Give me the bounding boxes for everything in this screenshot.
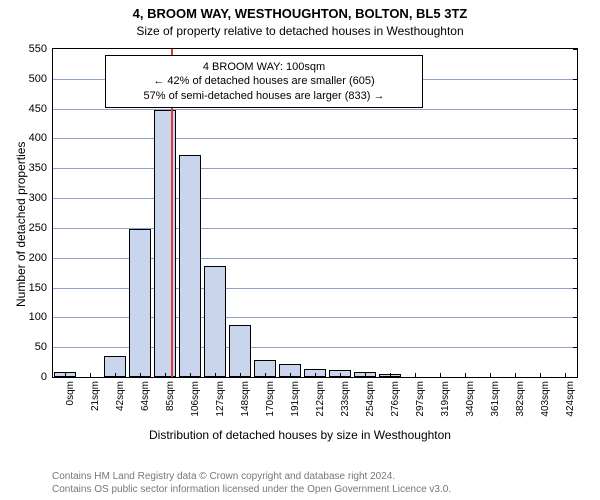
y-tick-label: 150 [29,282,53,294]
x-tick-mark [540,373,541,378]
x-tick-mark [390,373,391,378]
bar [229,325,251,377]
x-tick-mark [340,373,341,378]
x-tick-mark [65,373,66,378]
footer-line2: Contains OS public sector information li… [52,484,600,497]
x-tick-label: 403sqm [540,377,551,417]
x-tick-label: 297sqm [415,377,426,417]
annotation-line2: ← 42% of detached houses are smaller (60… [114,74,414,88]
x-tick-mark [515,373,516,378]
x-tick-mark [115,373,116,378]
y-tick-mark [573,317,578,318]
y-axis-label: Number of detached properties [14,142,28,307]
x-tick-label: 42sqm [115,377,126,411]
plot-area: 4 BROOM WAY: 100sqm ← 42% of detached ho… [52,48,578,378]
x-tick-label: 85sqm [165,377,176,411]
y-tick-label: 100 [29,311,53,323]
chart-title: 4, BROOM WAY, WESTHOUGHTON, BOLTON, BL5 … [0,6,600,21]
x-tick-label: 106sqm [190,377,201,417]
x-tick-mark [240,373,241,378]
x-tick-label: 148sqm [240,377,251,417]
x-tick-label: 276sqm [390,377,401,417]
annotation-box: 4 BROOM WAY: 100sqm ← 42% of detached ho… [105,55,423,108]
bar [129,229,151,377]
x-tick-mark [140,373,141,378]
x-tick-label: 319sqm [440,377,451,417]
chart-root: 4, BROOM WAY, WESTHOUGHTON, BOLTON, BL5 … [0,0,600,500]
x-tick-mark [290,373,291,378]
x-tick-label: 233sqm [340,377,351,417]
x-tick-mark [215,373,216,378]
y-tick-mark [573,288,578,289]
y-tick-mark [573,168,578,169]
x-tick-label: 0sqm [65,377,76,405]
x-tick-mark [415,373,416,378]
x-tick-mark [265,373,266,378]
x-tick-label: 170sqm [265,377,276,417]
y-tick-mark [573,258,578,259]
y-tick-label: 500 [29,73,53,85]
y-tick-mark [573,49,578,50]
y-tick-mark [573,347,578,348]
y-tick-label: 250 [29,222,53,234]
x-tick-mark [90,373,91,378]
y-tick-mark [573,79,578,80]
annotation-line3: 57% of semi-detached houses are larger (… [114,89,414,103]
y-tick-label: 300 [29,192,53,204]
y-tick-label: 400 [29,132,53,144]
y-tick-mark [573,198,578,199]
x-tick-mark [190,373,191,378]
x-tick-label: 64sqm [140,377,151,411]
chart-subtitle: Size of property relative to detached ho… [0,24,600,38]
x-tick-label: 382sqm [515,377,526,417]
bar [204,266,226,377]
x-tick-mark [365,373,366,378]
x-tick-label: 191sqm [290,377,301,417]
x-tick-label: 212sqm [315,377,326,417]
x-tick-mark [465,373,466,378]
y-tick-label: 50 [35,341,53,353]
x-tick-mark [565,373,566,378]
x-axis-label: Distribution of detached houses by size … [0,428,600,442]
x-tick-label: 127sqm [215,377,226,417]
y-tick-label: 350 [29,162,53,174]
bar [154,110,176,377]
x-tick-mark [165,373,166,378]
y-tick-label: 450 [29,103,53,115]
annotation-line1: 4 BROOM WAY: 100sqm [114,60,414,74]
y-tick-label: 200 [29,252,53,264]
x-tick-mark [315,373,316,378]
x-tick-label: 424sqm [565,377,576,417]
footer-attribution: Contains HM Land Registry data © Crown c… [0,471,600,496]
x-tick-label: 361sqm [490,377,501,417]
x-tick-label: 340sqm [465,377,476,417]
y-tick-mark [573,138,578,139]
footer-line1: Contains HM Land Registry data © Crown c… [52,471,600,484]
x-tick-mark [490,373,491,378]
y-tick-label: 0 [41,371,53,383]
x-tick-label: 21sqm [90,377,101,411]
x-tick-label: 254sqm [365,377,376,417]
x-tick-mark [440,373,441,378]
bar [179,155,201,377]
y-tick-mark [573,228,578,229]
y-tick-label: 550 [29,43,53,55]
y-tick-mark [573,109,578,110]
